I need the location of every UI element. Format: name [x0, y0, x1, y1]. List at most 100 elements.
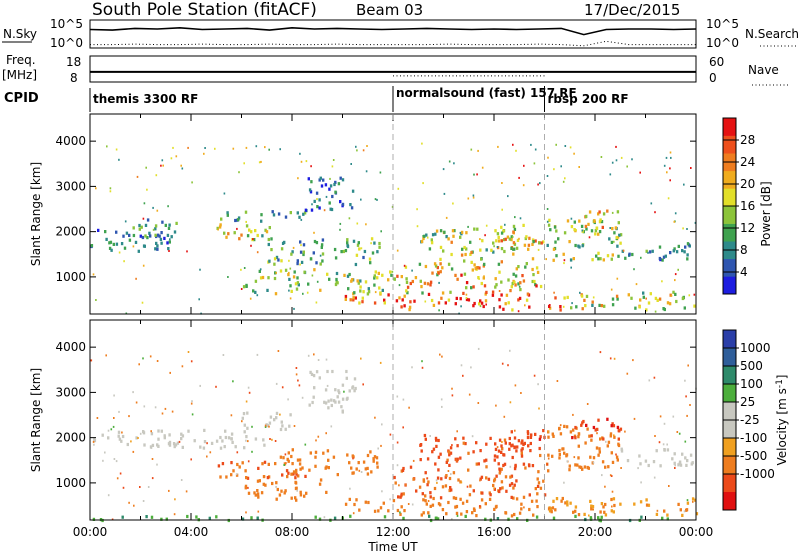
feature-5 [242, 268, 393, 296]
velocity-panel: 1000 2000 3000 4000 00:00 04:00 08:00 12:00 16:0… [29, 319, 789, 554]
noise-right-tick-bottom: 10^0 [706, 36, 739, 50]
power-colorbar: 4 8 12 16 20 24 28 [722, 117, 755, 295]
beam-label: Beam 03 [356, 1, 423, 19]
feature-4 [267, 237, 381, 267]
xtick-label-3: 12:00 [376, 525, 411, 539]
velocity-colorbar: 1000 500 100 25 -25 -100 -500 -1000 [722, 329, 775, 511]
time-axis-label: Time UT [367, 540, 418, 554]
power-colorbar-swatch-1 [723, 258, 736, 277]
power-colorbar-swatch-6 [723, 170, 736, 189]
freq-tick-bottom: 8 [70, 71, 78, 85]
velocity-colorbar-swatch-8 [723, 474, 736, 493]
power-colorbar-label: Power [dB] [759, 181, 773, 246]
velocity-colorbar-swatch-6 [723, 438, 736, 457]
nave-tick-top: 60 [709, 55, 724, 69]
velocity-colorbar-tick-3: 25 [740, 395, 755, 409]
velocity-colorbar-swatch-0 [723, 330, 736, 349]
velocity-colorbar-swatch-5 [723, 420, 736, 439]
feature-3 [244, 478, 328, 502]
ytick-label-3: 4000 [55, 340, 86, 354]
mode-boundaries [392, 114, 545, 520]
velocity-colorbar-swatch-9 [723, 492, 736, 511]
feature-2 [217, 460, 307, 480]
feature-0 [93, 428, 266, 450]
cpid-segment-themis: themis 3300 RF [93, 92, 198, 106]
velocity-colorbar-swatch-1 [723, 348, 736, 367]
feature-16 [570, 290, 696, 312]
power-colorbar-tick-3: 16 [740, 199, 755, 213]
xtick-label-0: 00:00 [73, 525, 108, 539]
feature-9 [419, 433, 542, 468]
cpid-panel: CPID themis 3300 RF normalsound (fast) 1… [4, 86, 629, 112]
feature-6 [344, 497, 396, 513]
power-colorbar-tick-6: 28 [740, 133, 755, 147]
power-axes: 1000 2000 3000 4000 [55, 114, 697, 314]
nave-tick-bottom: 0 [709, 71, 717, 85]
search-noise-line [90, 40, 696, 47]
noise-right-tick-top: 10^5 [706, 17, 739, 31]
nave-label: Nave [748, 63, 779, 77]
sky-noise-line [89, 26, 697, 36]
feature-10 [418, 227, 535, 267]
feature-12 [548, 295, 569, 312]
frequency-panel: Freq. [MHz] 18 8 60 0 Nave [2, 53, 788, 86]
xtick-label-4: 16:00 [477, 525, 512, 539]
feature-3 [220, 210, 307, 223]
velocity-colorbar-tick-0: 1000 [740, 341, 771, 355]
noise-left-tick-top: 10^5 [50, 17, 83, 31]
velocity-colorbar-tick-1: 500 [740, 359, 763, 373]
velocity-data [90, 347, 699, 523]
velocity-colorbar-label: Velocity [m s-1] [775, 375, 789, 466]
velocity-axes: 1000 2000 3000 4000 00:00 04:00 08:00 12:00 16:0… [55, 320, 713, 539]
scatter-echoes [90, 347, 697, 521]
power-colorbar-tick-1: 8 [740, 243, 748, 257]
feature-11 [494, 223, 545, 251]
freq-tick-top: 18 [66, 55, 81, 69]
power-colorbar-swatch-4 [723, 206, 736, 224]
feature-8 [395, 292, 531, 312]
feature-12 [571, 417, 623, 441]
feature-1 [241, 411, 292, 432]
power-colorbar-swatch-5 [723, 188, 736, 207]
freq-label-2: [MHz] [2, 68, 37, 82]
power-panel: 1000 2000 3000 4000 Slant Range [km] 4 8 12 16… [29, 113, 773, 315]
power-colorbar-tick-5: 24 [740, 155, 755, 169]
velocity-colorbar-tick-4: -25 [740, 413, 760, 427]
cpid-label: CPID [4, 91, 39, 106]
nave-segments [90, 71, 696, 77]
noise-right-label: N.Search [745, 27, 799, 41]
power-ylabel: Slant Range [km] [29, 162, 43, 266]
velocity-colorbar-tick-6: -500 [740, 449, 767, 463]
cpid-segment-normalsound: normalsound (fast) 157 RF [396, 86, 577, 100]
power-colorbar-tick-2: 12 [740, 221, 755, 235]
feature-5 [308, 369, 357, 414]
velocity-colorbar-swatch-3 [723, 384, 736, 403]
ytick-label-3: 4000 [55, 134, 86, 148]
velocity-colorbar-tick-2: 100 [740, 377, 763, 391]
xtick-label-6: 00:00 [679, 525, 714, 539]
noise-left-label: N.Sky [3, 27, 37, 41]
power-data [90, 142, 697, 315]
feature-13 [620, 447, 694, 468]
feature-13 [546, 218, 623, 262]
feature-14 [570, 209, 620, 235]
freq-label-1: Freq. [6, 53, 36, 67]
power-colorbar-tick-4: 20 [740, 177, 755, 191]
feature-9 [393, 264, 543, 296]
noise-panel: N.Sky 10^5 10^0 10^5 10^0 N.Search [2, 17, 799, 50]
ytick-label-0: 1000 [55, 476, 86, 490]
xtick-label-1: 04:00 [174, 525, 209, 539]
xtick-label-5: 20:00 [578, 525, 613, 539]
power-colorbar-swatch-9 [723, 118, 736, 136]
feature-10 [494, 429, 546, 459]
velocity-colorbar-swatch-7 [723, 456, 736, 475]
feature-7 [344, 293, 390, 305]
ytick-label-0: 1000 [55, 270, 86, 284]
feature-4 [279, 448, 379, 477]
velocity-colorbar-swatch-2 [723, 366, 736, 385]
velocity-colorbar-swatch-4 [723, 402, 736, 421]
ytick-label-2: 3000 [55, 385, 86, 399]
feature-6 [304, 176, 355, 213]
power-colorbar-swatch-3 [723, 223, 736, 242]
